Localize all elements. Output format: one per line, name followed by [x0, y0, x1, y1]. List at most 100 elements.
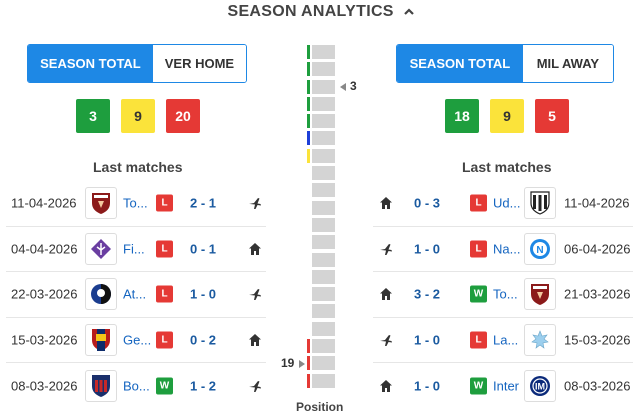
position-slot [305, 79, 335, 96]
zone-marker [307, 356, 310, 371]
bologna-crest-icon [85, 369, 117, 402]
position-bar [312, 252, 335, 267]
home-icon [380, 379, 392, 392]
position-bar [312, 200, 335, 215]
home-icon [380, 197, 392, 210]
match-row[interactable]: 08-03-2026 Bo... W 1 - 2 [6, 363, 266, 409]
result-win-badge: W [470, 285, 487, 303]
opponent-name[interactable]: To... [493, 286, 518, 302]
match-score: 1 - 0 [190, 286, 217, 302]
genoa-crest-icon [85, 323, 117, 356]
position-bar [312, 79, 335, 94]
last-matches-title: Last matches [462, 159, 552, 175]
tab-ver-home[interactable]: VER HOME [152, 45, 246, 82]
draws-badge: 9 [490, 99, 524, 133]
zone-marker [307, 148, 310, 163]
right-record-badges: 18 9 5 [445, 99, 569, 133]
match-row[interactable]: 0 - 3 L Ud... 11-04-2026 [373, 181, 633, 227]
position-bar [312, 356, 335, 371]
ver-position-label: 19 [281, 356, 295, 371]
opponent-name[interactable]: Na... [493, 241, 521, 257]
match-date: 11-04-2026 [564, 195, 630, 211]
tab-mil-away[interactable]: MIL AWAY [522, 45, 613, 82]
match-date: 08-03-2026 [11, 378, 78, 394]
match-row[interactable]: 11-04-2026 To... L 2 - 1 [6, 181, 266, 227]
airplane-icon [249, 289, 261, 301]
match-row[interactable]: 3 - 2 W To... 21-03-2026 [373, 272, 633, 318]
position-bar [312, 217, 335, 232]
result-loss-badge: L [470, 331, 487, 349]
draws-badge: 9 [121, 99, 155, 133]
match-score: 1 - 2 [190, 378, 217, 394]
opponent-name[interactable]: Inter [493, 378, 520, 394]
opponent-name[interactable]: To... [123, 195, 148, 211]
home-icon [249, 333, 261, 346]
lazio-crest-icon [524, 323, 556, 356]
opponent-name[interactable]: Fi... [123, 241, 145, 257]
wins-badge: 18 [445, 99, 479, 133]
position-slot [305, 286, 335, 303]
mil-position-arrow-icon [340, 83, 346, 92]
wins-badge: 3 [76, 99, 110, 133]
last-matches-title: Last matches [93, 159, 183, 175]
page-title: SEASON ANALYTICS [227, 3, 394, 20]
zone-marker [307, 79, 310, 94]
match-date: 21-03-2026 [564, 286, 631, 302]
zone-marker [307, 339, 310, 354]
match-row[interactable]: 1 - 0 L La... 15-03-2026 [373, 318, 633, 363]
position-slot [305, 182, 335, 199]
position-slot [305, 234, 335, 251]
position-bar [312, 166, 335, 181]
position-bar [312, 131, 335, 146]
match-score: 1 - 0 [414, 241, 441, 257]
chevron-up-icon[interactable] [403, 6, 415, 18]
match-date: 22-03-2026 [11, 286, 78, 302]
position-slot [305, 338, 335, 355]
match-row[interactable]: 15-03-2026 Ge... L 0 - 2 [6, 318, 266, 363]
position-bar [312, 304, 335, 319]
position-slot [305, 165, 335, 182]
airplane-icon [249, 198, 261, 210]
tab-season-total-right[interactable]: SEASON TOTAL [397, 45, 523, 82]
opponent-name[interactable]: Bo... [123, 378, 150, 394]
opponent-name[interactable]: Ud... [493, 195, 521, 211]
position-bar [312, 45, 335, 59]
match-date: 15-03-2026 [11, 332, 78, 348]
season-analytics-header[interactable]: SEASON ANALYTICS [0, 3, 642, 21]
zone-marker [307, 114, 310, 129]
left-record-badges: 3 9 20 [76, 99, 200, 133]
position-slot [305, 321, 335, 338]
result-win-badge: W [470, 377, 487, 395]
ver-position-arrow-icon [299, 360, 305, 369]
mil-position-label: 3 [350, 79, 357, 94]
position-slot [305, 269, 335, 286]
match-row[interactable]: 22-03-2026 At... L 1 - 0 [6, 272, 266, 318]
position-bar [312, 269, 335, 284]
left-tab-group: SEASON TOTAL VER HOME [27, 44, 247, 83]
position-bar [312, 148, 335, 163]
right-matches-list: 0 - 3 L Ud... 11-04-2026 1 - 0 L Na... N… [373, 181, 633, 409]
opponent-name[interactable]: La... [493, 332, 519, 348]
svg-text:IM: IM [535, 381, 545, 391]
match-score: 1 - 0 [414, 332, 441, 348]
match-score: 0 - 1 [190, 241, 217, 257]
position-bar [312, 321, 335, 336]
match-row[interactable]: 1 - 0 W Inter IM 08-03-2026 [373, 363, 633, 409]
tab-season-total-left[interactable]: SEASON TOTAL [28, 45, 153, 82]
match-date: 11-04-2026 [11, 195, 77, 211]
match-score: 0 - 2 [190, 332, 217, 348]
losses-badge: 20 [166, 99, 200, 133]
result-win-badge: W [156, 377, 173, 395]
fiorentina-crest-icon [85, 232, 117, 265]
home-icon [380, 288, 392, 301]
position-bar [312, 96, 335, 111]
opponent-name[interactable]: At... [123, 286, 147, 302]
svg-text:N: N [536, 245, 543, 256]
airplane-icon [380, 334, 392, 346]
position-slot [305, 61, 335, 78]
match-row[interactable]: 1 - 0 L Na... N 06-04-2026 [373, 227, 633, 272]
opponent-name[interactable]: Ge... [123, 332, 152, 348]
match-row[interactable]: 04-04-2026 Fi... L 0 - 1 [6, 227, 266, 272]
zone-marker [307, 373, 310, 388]
match-score: 0 - 3 [414, 195, 441, 211]
